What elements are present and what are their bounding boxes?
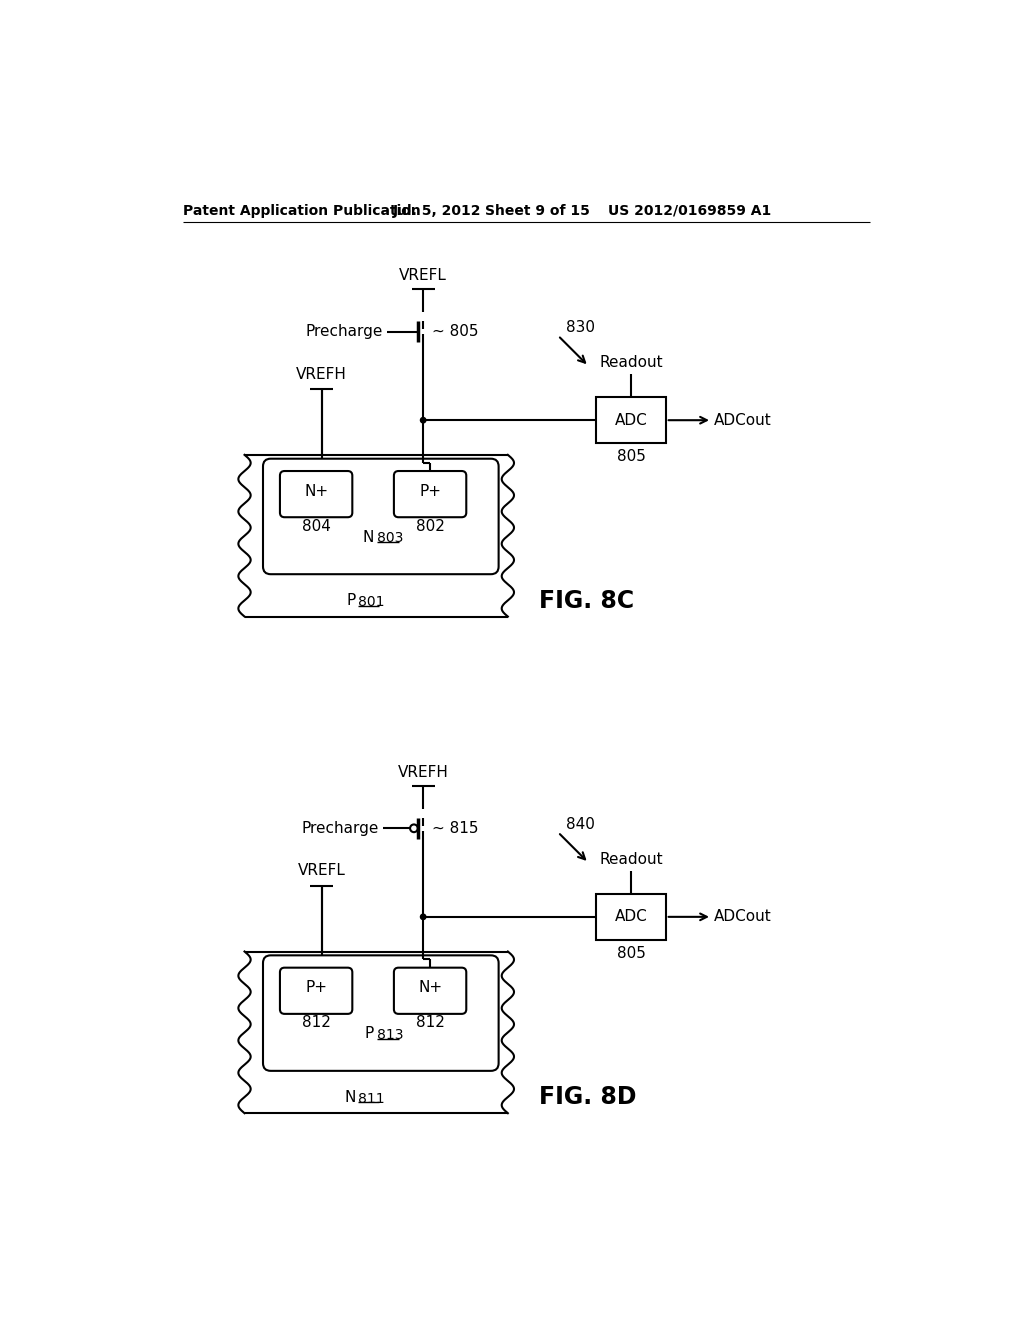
Text: VREFH: VREFH — [296, 367, 347, 381]
Text: P: P — [365, 1026, 374, 1041]
Text: ~ 815: ~ 815 — [432, 821, 479, 836]
Text: N+: N+ — [304, 483, 329, 499]
Text: P+: P+ — [305, 981, 327, 995]
Text: 840: 840 — [565, 817, 595, 832]
Text: N: N — [362, 529, 374, 545]
Text: 813: 813 — [377, 1028, 403, 1041]
Text: 801: 801 — [357, 595, 384, 609]
Text: Precharge: Precharge — [306, 325, 383, 339]
Text: 802: 802 — [416, 519, 444, 533]
Bar — [596, 894, 666, 940]
Text: ADC: ADC — [614, 413, 647, 428]
Text: 804: 804 — [302, 519, 331, 533]
FancyBboxPatch shape — [263, 956, 499, 1071]
FancyBboxPatch shape — [280, 471, 352, 517]
FancyBboxPatch shape — [280, 968, 352, 1014]
Bar — [596, 397, 666, 444]
Text: N: N — [345, 1090, 356, 1105]
Text: ADCout: ADCout — [714, 909, 772, 924]
Text: Precharge: Precharge — [302, 821, 379, 836]
Text: N+: N+ — [418, 981, 442, 995]
Text: 830: 830 — [565, 321, 595, 335]
Circle shape — [421, 417, 426, 422]
Text: FIG. 8C: FIG. 8C — [539, 589, 634, 612]
Text: ADCout: ADCout — [714, 413, 772, 428]
FancyBboxPatch shape — [394, 968, 466, 1014]
Text: VREFL: VREFL — [298, 863, 345, 878]
Text: Jul. 5, 2012: Jul. 5, 2012 — [392, 203, 481, 218]
Text: VREFH: VREFH — [397, 764, 449, 780]
FancyBboxPatch shape — [263, 459, 499, 574]
Text: 811: 811 — [357, 1092, 384, 1106]
Text: 805: 805 — [616, 946, 645, 961]
Text: Readout: Readout — [599, 355, 663, 370]
Text: FIG. 8D: FIG. 8D — [539, 1085, 636, 1109]
Text: US 2012/0169859 A1: US 2012/0169859 A1 — [608, 203, 771, 218]
Text: Sheet 9 of 15: Sheet 9 of 15 — [484, 203, 590, 218]
Text: P+: P+ — [419, 483, 441, 499]
Text: 812: 812 — [416, 1015, 444, 1031]
Text: P: P — [347, 594, 356, 609]
Text: Readout: Readout — [599, 851, 663, 867]
Text: ADC: ADC — [614, 909, 647, 924]
FancyBboxPatch shape — [394, 471, 466, 517]
Circle shape — [421, 915, 426, 920]
Text: 803: 803 — [377, 531, 403, 545]
Text: ~ 805: ~ 805 — [432, 325, 479, 339]
Text: Patent Application Publication: Patent Application Publication — [183, 203, 421, 218]
Text: 812: 812 — [302, 1015, 331, 1031]
Text: VREFL: VREFL — [399, 268, 447, 284]
Text: 805: 805 — [616, 449, 645, 465]
